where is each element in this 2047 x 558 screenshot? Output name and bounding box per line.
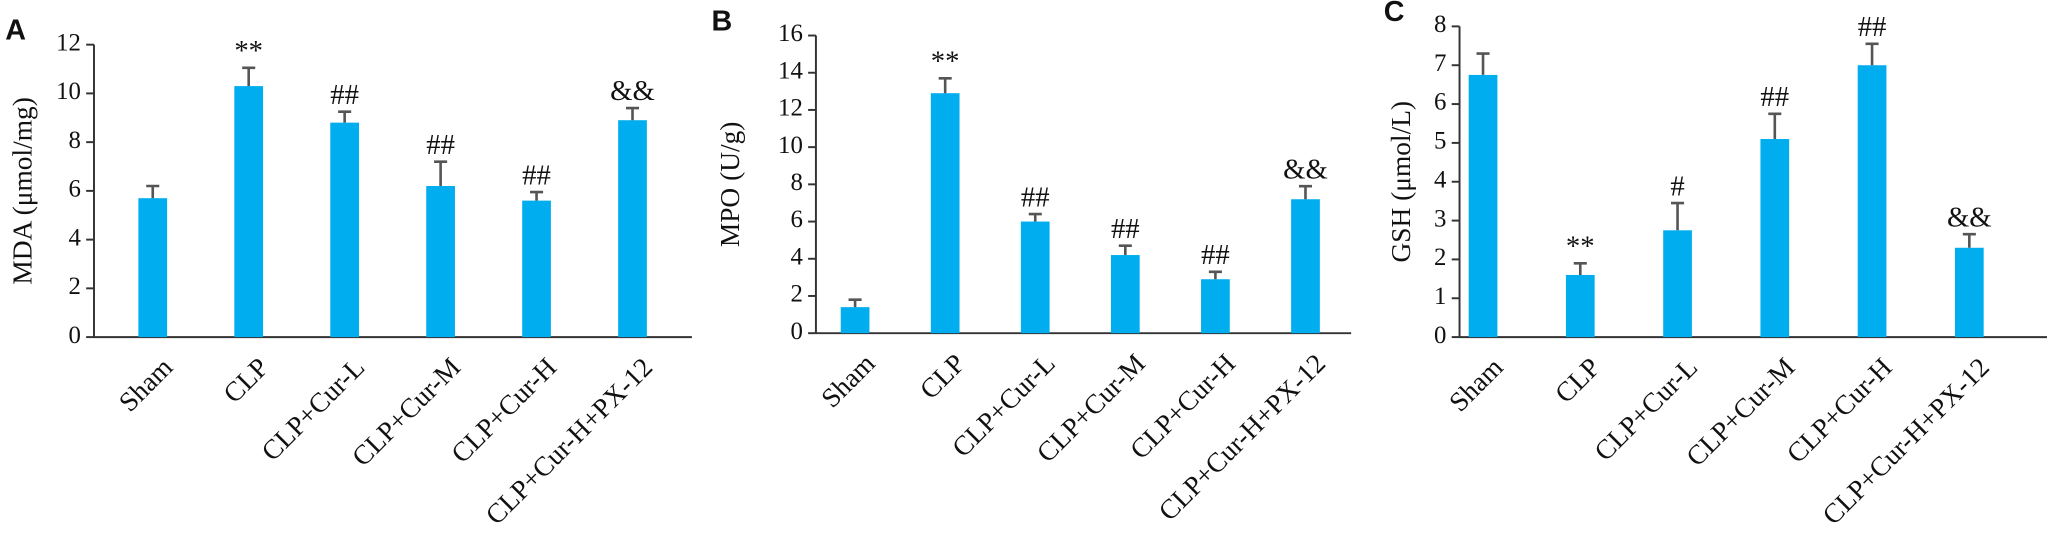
bar xyxy=(522,200,551,338)
error-bar xyxy=(1476,52,1490,75)
annotation: ** xyxy=(931,45,960,77)
bar xyxy=(330,122,360,338)
y-axis-label: MPO (U/g) xyxy=(715,122,745,248)
bar xyxy=(1020,221,1050,334)
panel-label: A xyxy=(5,14,26,46)
y-tick-label: 8 xyxy=(1434,11,1446,38)
error-bar xyxy=(1028,212,1042,222)
annotation: && xyxy=(610,75,655,107)
x-tick-label: Sham xyxy=(1443,352,1508,417)
bar xyxy=(1663,230,1692,338)
annotation: ## xyxy=(522,159,551,191)
bar xyxy=(234,86,264,338)
y-tick-label: 2 xyxy=(1434,244,1446,271)
error-bar xyxy=(1573,261,1587,275)
bar xyxy=(930,93,960,334)
annotation: ## xyxy=(330,79,359,111)
y-tick-label: 0 xyxy=(1434,322,1446,349)
y-tick-label: 4 xyxy=(1434,166,1447,193)
bar xyxy=(1468,74,1498,338)
y-tick-label: 5 xyxy=(1434,128,1446,155)
bar xyxy=(840,307,870,334)
error-bar xyxy=(1298,184,1313,200)
bar xyxy=(1954,247,1984,338)
error-bar xyxy=(1118,244,1132,256)
error-bar xyxy=(338,110,352,123)
y-tick-label: 10 xyxy=(56,78,81,105)
annotation: ## xyxy=(1858,11,1887,43)
annotation: ** xyxy=(1566,230,1595,262)
y-tick-label: 8 xyxy=(69,127,81,154)
annotation: ** xyxy=(234,35,263,67)
bar xyxy=(426,186,455,338)
panel-label: B xyxy=(711,5,732,37)
y-tick-label: 2 xyxy=(790,281,802,308)
annotation: && xyxy=(1947,201,1992,233)
y-tick-label: 2 xyxy=(69,273,81,300)
error-bar xyxy=(1865,42,1879,66)
annotation: ## xyxy=(426,129,455,161)
y-axis-label: GSH (μmol/L) xyxy=(1386,101,1416,263)
y-tick-label: 10 xyxy=(778,132,803,159)
x-tick-label: CLP xyxy=(218,352,275,409)
y-tick-label: 3 xyxy=(1434,205,1446,232)
x-tick-label: CLP xyxy=(914,348,971,405)
y-axis-label: MDA (μmol/mg) xyxy=(7,97,37,285)
bar xyxy=(618,120,647,338)
annotation: ## xyxy=(1201,239,1230,271)
error-bar xyxy=(1208,270,1222,280)
bar xyxy=(1857,65,1887,338)
y-tick-label: 14 xyxy=(778,57,803,84)
y-tick-label: 7 xyxy=(1434,50,1446,77)
annotation: ## xyxy=(1760,81,1789,113)
error-bar xyxy=(1962,232,1976,248)
y-tick-label: 16 xyxy=(778,20,803,47)
y-tick-label: 8 xyxy=(790,169,802,196)
error-bar xyxy=(530,190,544,201)
annotation: # xyxy=(1670,170,1684,202)
y-tick-label: 12 xyxy=(778,95,803,122)
y-tick-label: 6 xyxy=(790,206,802,233)
x-tick-label: CLP xyxy=(1549,352,1606,409)
bar xyxy=(1760,139,1790,338)
bar xyxy=(1110,255,1140,334)
y-tick-label: 6 xyxy=(1434,89,1446,116)
error-bar xyxy=(146,184,160,199)
error-bar xyxy=(625,106,640,121)
x-tick-label: CLP+Cur-H+PX-12 xyxy=(1817,352,1995,530)
annotation: && xyxy=(1283,153,1328,185)
y-tick-label: 6 xyxy=(69,176,81,203)
x-tick-label: Sham xyxy=(113,352,178,417)
x-tick-label: CLP+Cur-H+PX-12 xyxy=(480,352,658,530)
error-bar xyxy=(242,66,256,87)
x-tick-label: Sham xyxy=(815,348,880,413)
bar xyxy=(1291,199,1320,334)
error-bar xyxy=(434,160,448,187)
bar xyxy=(1565,274,1595,338)
y-tick-label: 0 xyxy=(790,318,802,345)
annotation: ## xyxy=(1111,213,1140,245)
bar xyxy=(138,198,168,338)
y-tick-label: 0 xyxy=(69,322,81,349)
error-bar xyxy=(938,77,952,94)
annotation: ## xyxy=(1021,181,1050,213)
bar xyxy=(1201,279,1230,334)
panel-label: C xyxy=(1384,0,1405,28)
error-bar xyxy=(1671,201,1685,231)
y-tick-label: 4 xyxy=(790,243,803,270)
y-tick-label: 12 xyxy=(56,29,81,56)
y-tick-label: 1 xyxy=(1434,283,1446,310)
error-bar xyxy=(1768,112,1782,140)
y-tick-label: 4 xyxy=(69,224,82,251)
error-bar xyxy=(848,298,862,308)
x-tick-label: CLP+Cur-H+PX-12 xyxy=(1153,348,1331,526)
